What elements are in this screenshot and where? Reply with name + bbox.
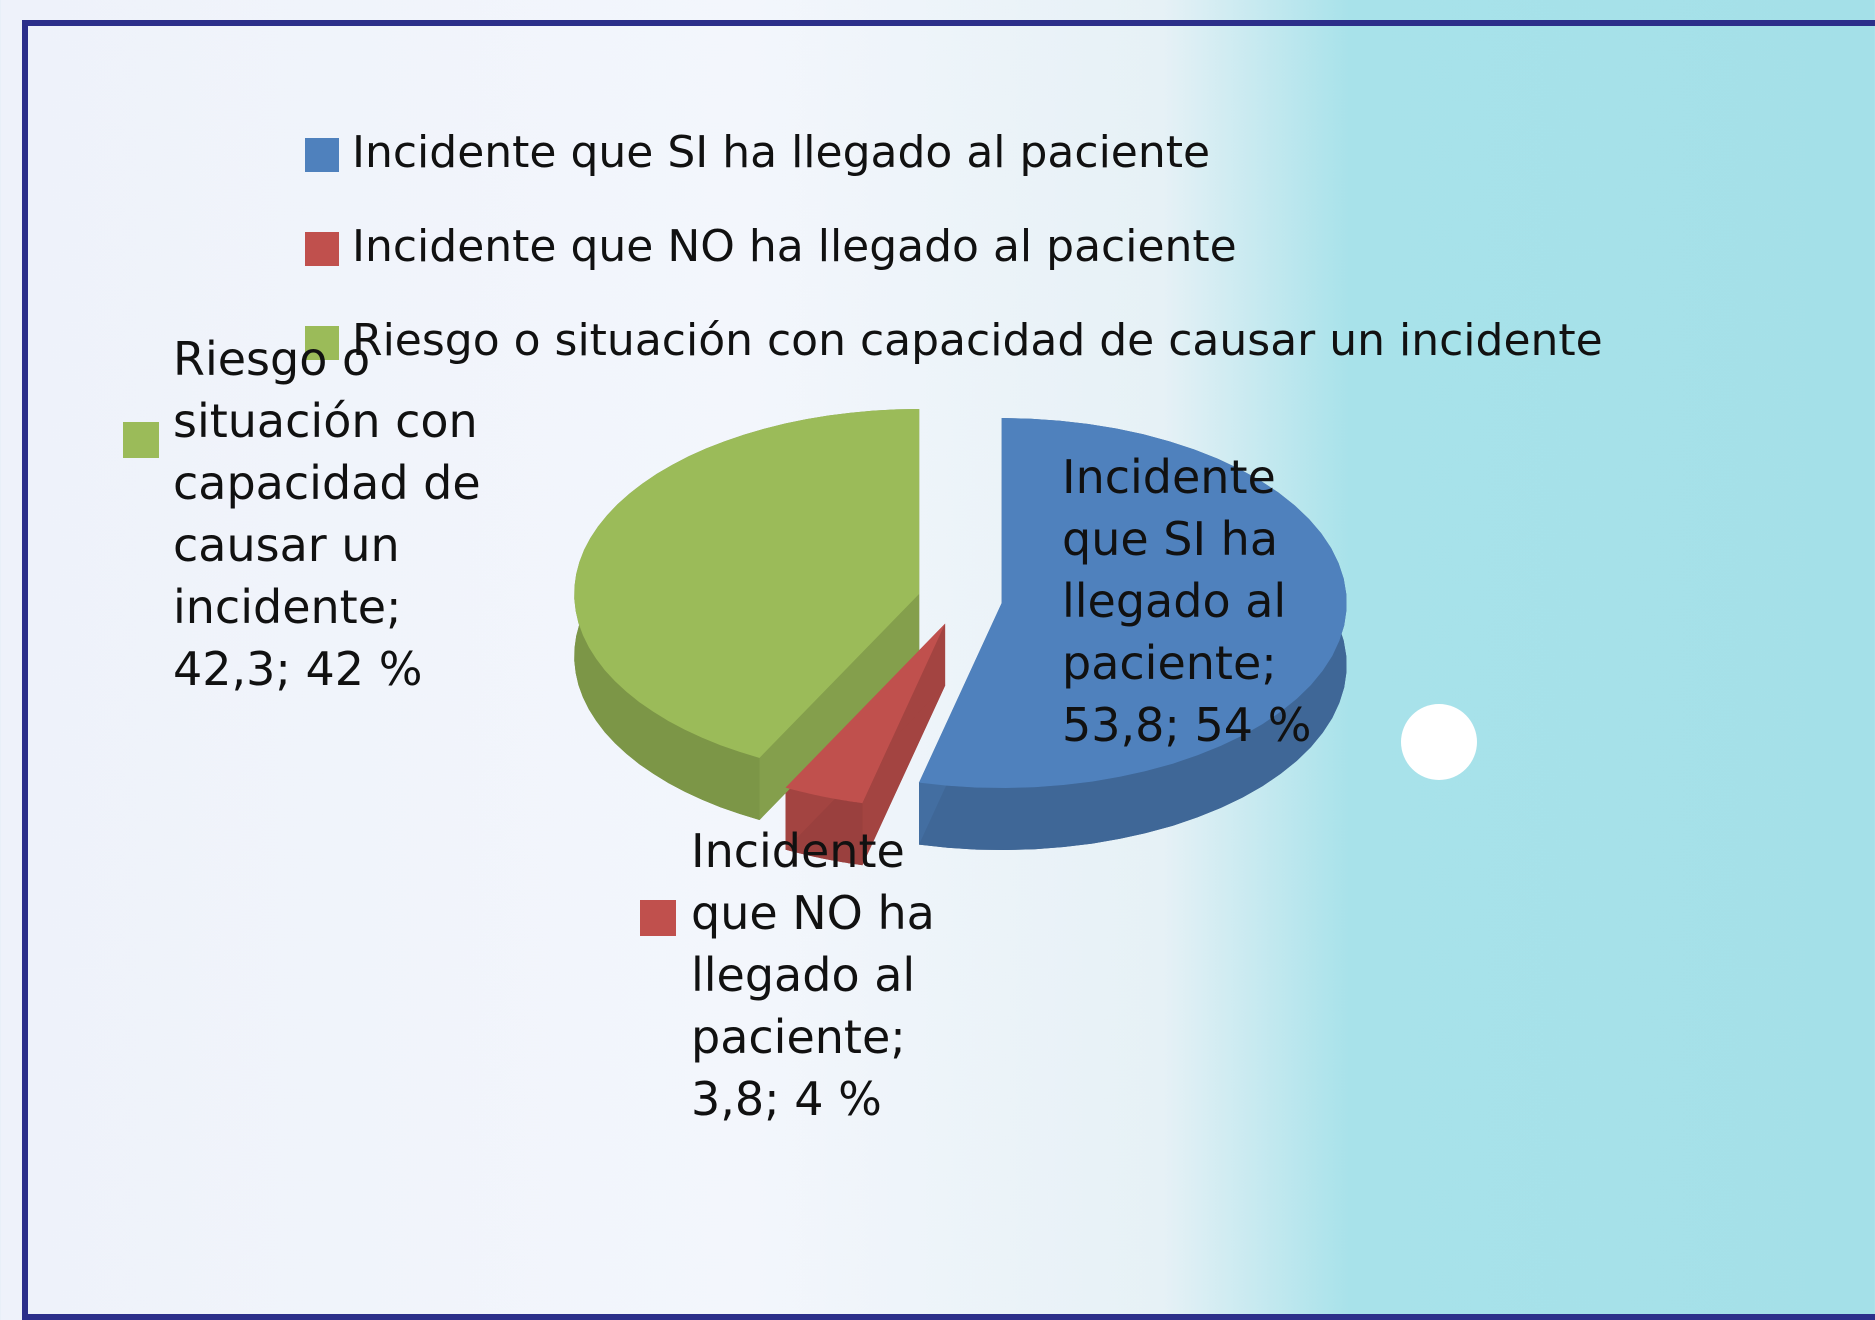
slice xyxy=(574,409,920,758)
slice xyxy=(785,623,946,804)
pointer-dot xyxy=(1401,704,1477,780)
legend-label: Incidente que SI ha llegado al paciente xyxy=(352,127,1211,178)
data-label: Incidente que NO ha llegado al paciente;… xyxy=(691,824,935,1126)
chart xyxy=(574,409,1477,866)
data-label: Riesgo o situación con capacidad de caus… xyxy=(173,332,481,696)
legend-swatch xyxy=(305,138,339,172)
data-label-swatch xyxy=(123,422,159,458)
legend-swatch xyxy=(305,326,339,360)
data-label-swatch xyxy=(640,900,676,936)
data-label: Incidente que SI ha llegado al paciente;… xyxy=(1062,450,1312,752)
legend-label: Riesgo o situación con capacidad de caus… xyxy=(352,315,1603,366)
legend-label: Incidente que NO ha llegado al paciente xyxy=(352,221,1237,272)
data-label-swatch xyxy=(1014,522,1050,558)
legend-swatch xyxy=(305,232,339,266)
slice xyxy=(919,418,1347,788)
slice-wall xyxy=(759,594,920,820)
